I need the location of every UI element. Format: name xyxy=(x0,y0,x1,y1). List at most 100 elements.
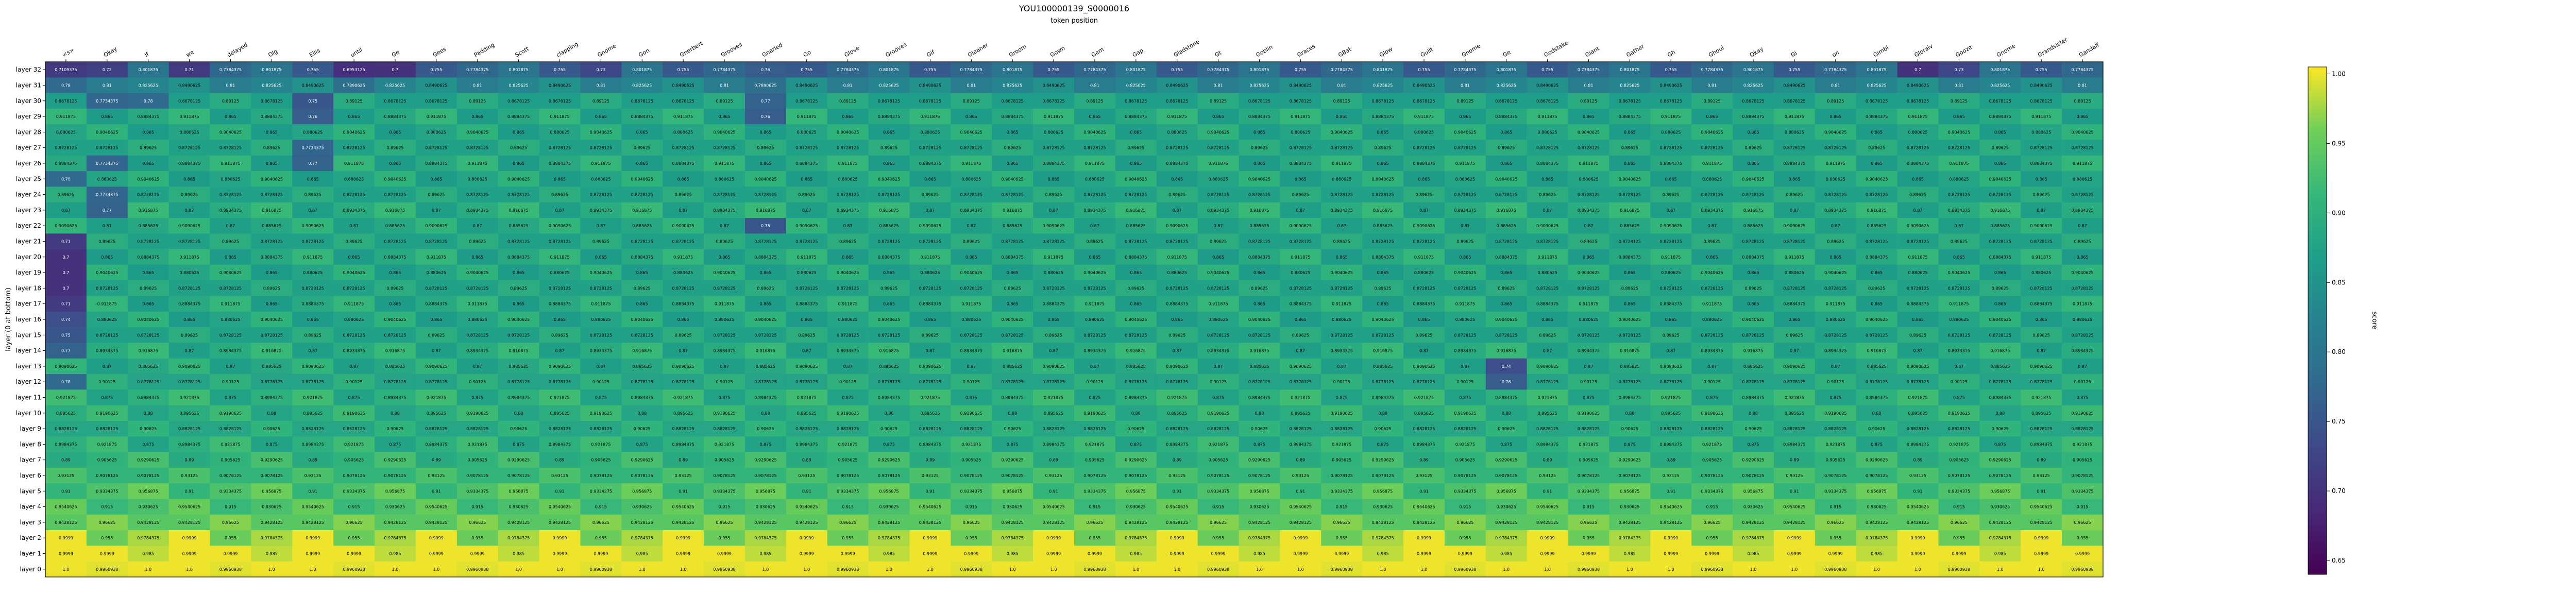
cell-value-label: 0.91 xyxy=(1173,489,1182,494)
cell-value-label: 0.8490625 xyxy=(672,83,694,88)
cell-value-label: 0.865 xyxy=(142,130,154,134)
heatmap-cell xyxy=(168,93,210,109)
cell-value-label: 0.8934375 xyxy=(960,208,982,213)
cell-value-label: 0.89625 xyxy=(675,193,692,197)
cell-value-label: 0.8490625 xyxy=(1536,83,1558,88)
cell-value-label: 0.9040625 xyxy=(1742,177,1764,181)
cell-value-label: 0.8884375 xyxy=(137,255,159,260)
heatmap-cell xyxy=(539,155,581,172)
heatmap-cell xyxy=(1568,124,1609,140)
cell-value-label: 0.865 xyxy=(1748,130,1759,134)
cell-value-label: 0.8828125 xyxy=(672,427,694,431)
cell-value-label: 0.8778125 xyxy=(384,380,406,384)
cell-value-label: 0.880625 xyxy=(961,317,981,322)
cell-value-label: 0.8728125 xyxy=(1207,333,1229,337)
heatmap-cell xyxy=(45,202,87,218)
cell-value-label: 0.9078125 xyxy=(1248,473,1270,478)
heatmap-cell xyxy=(1485,77,1527,93)
cell-value-label: 0.9428125 xyxy=(1660,520,1682,525)
cell-value-label: 0.89625 xyxy=(963,239,980,244)
cell-value-label: 0.8984375 xyxy=(1495,396,1517,400)
cell-value-label: 0.755 xyxy=(1171,67,1183,72)
y-tick-label: layer 10 xyxy=(16,410,41,417)
heatmap-cell xyxy=(704,62,745,78)
cell-value-label: 0.9040625 xyxy=(754,317,776,322)
cell-value-label: 0.8934375 xyxy=(2071,208,2093,213)
heatmap-cell xyxy=(415,218,457,234)
heatmap-cell xyxy=(1856,93,1897,109)
heatmap-cell xyxy=(168,233,210,249)
cell-value-label: 0.8884375 xyxy=(302,302,324,307)
cell-value-label: 0.8728125 xyxy=(1290,146,1312,150)
cell-value-label: 0.8884375 xyxy=(1125,114,1147,119)
heatmap-cell xyxy=(2062,233,2104,249)
heatmap-cell xyxy=(1568,186,1609,203)
cell-value-label: 0.865 xyxy=(1748,270,1759,275)
cell-value-label: 0.955 xyxy=(1212,536,1224,540)
heatmap-cell xyxy=(992,202,1033,218)
cell-value-label: 0.921875 xyxy=(221,442,240,447)
heatmap-cell xyxy=(2021,108,2062,125)
cell-value-label: 0.81 xyxy=(473,83,482,88)
cell-value-label: 0.880625 xyxy=(1702,317,1722,322)
cell-value-label: 0.96625 xyxy=(592,520,609,525)
heatmap-cell xyxy=(621,155,663,172)
cell-value-label: 0.8728125 xyxy=(837,193,859,197)
cell-value-label: 0.9090625 xyxy=(1413,224,1435,228)
heatmap-cell xyxy=(704,186,745,203)
heatmap-cell xyxy=(127,249,169,265)
cell-value-label: 0.89625 xyxy=(1663,333,1680,337)
cell-value-label: 0.8678125 xyxy=(384,99,406,104)
cell-value-label: 0.9090625 xyxy=(1042,224,1064,228)
heatmap-cell xyxy=(951,62,992,78)
cell-value-label: 0.8728125 xyxy=(1948,333,1970,337)
cell-value-label: 0.9960938 xyxy=(713,567,735,572)
cell-value-label: 0.7784375 xyxy=(960,67,982,72)
heatmap-cell xyxy=(1197,186,1239,203)
heatmap-cell xyxy=(1609,233,1651,249)
cell-value-label: 0.885625 xyxy=(1249,364,1269,369)
cell-value-label: 0.8884375 xyxy=(1290,161,1312,166)
cell-value-label: 0.9190625 xyxy=(713,411,735,416)
cell-value-label: 0.865 xyxy=(1748,161,1759,166)
heatmap-cell xyxy=(415,186,457,203)
cell-value-label: 0.89625 xyxy=(428,333,445,337)
cell-value-label: 0.875 xyxy=(883,442,895,447)
x-tick-label: Gown xyxy=(1049,45,1066,59)
cell-value-label: 0.76 xyxy=(308,114,317,119)
cell-value-label: 0.8884375 xyxy=(1248,114,1270,119)
cell-value-label: 0.921875 xyxy=(1702,442,1722,447)
cell-value-label: 0.89125 xyxy=(592,99,609,104)
heatmap-cell xyxy=(168,77,210,93)
cell-value-label: 0.8678125 xyxy=(1125,99,1147,104)
cell-value-label: 0.885625 xyxy=(139,364,158,369)
cell-value-label: 0.8778125 xyxy=(1042,380,1064,384)
cell-value-label: 0.89625 xyxy=(1251,146,1268,150)
cell-value-label: 0.8728125 xyxy=(507,193,530,197)
cell-value-label: 0.8984375 xyxy=(672,442,694,447)
cell-value-label: 0.755 xyxy=(307,67,319,72)
cell-value-label: 0.880625 xyxy=(1044,130,1063,134)
heatmap-cell xyxy=(992,93,1033,109)
cell-value-label: 0.880625 xyxy=(1085,177,1105,181)
cell-value-label: 0.930625 xyxy=(756,505,775,509)
heatmap-cell xyxy=(210,140,251,156)
cell-value-label: 0.9078125 xyxy=(1866,473,1888,478)
cell-value-label: 0.875 xyxy=(1748,442,1759,447)
heatmap-cell xyxy=(375,140,416,156)
heatmap-cell xyxy=(909,155,951,172)
cell-value-label: 0.911875 xyxy=(715,302,734,307)
heatmap-cell xyxy=(1321,77,1363,93)
cell-value-label: 0.89625 xyxy=(181,193,198,197)
cell-value-label: 0.8728125 xyxy=(178,239,200,244)
heatmap-cell xyxy=(2021,186,2062,203)
cell-value-label: 0.9428125 xyxy=(507,520,530,525)
heatmap-cell xyxy=(168,186,210,203)
heatmap-cell xyxy=(539,218,581,234)
cell-value-label: 0.89 xyxy=(2037,458,2046,463)
cell-value-label: 0.865 xyxy=(513,161,524,166)
heatmap-cells: 0.7109375 0.72 0.801875 0.71 0.7784375 0.8018… xyxy=(45,62,2104,577)
cell-value-label: 0.905625 xyxy=(1332,458,1351,463)
cell-value-label: 0.9960938 xyxy=(1083,567,1106,572)
cell-value-label: 0.89 xyxy=(1666,458,1675,463)
